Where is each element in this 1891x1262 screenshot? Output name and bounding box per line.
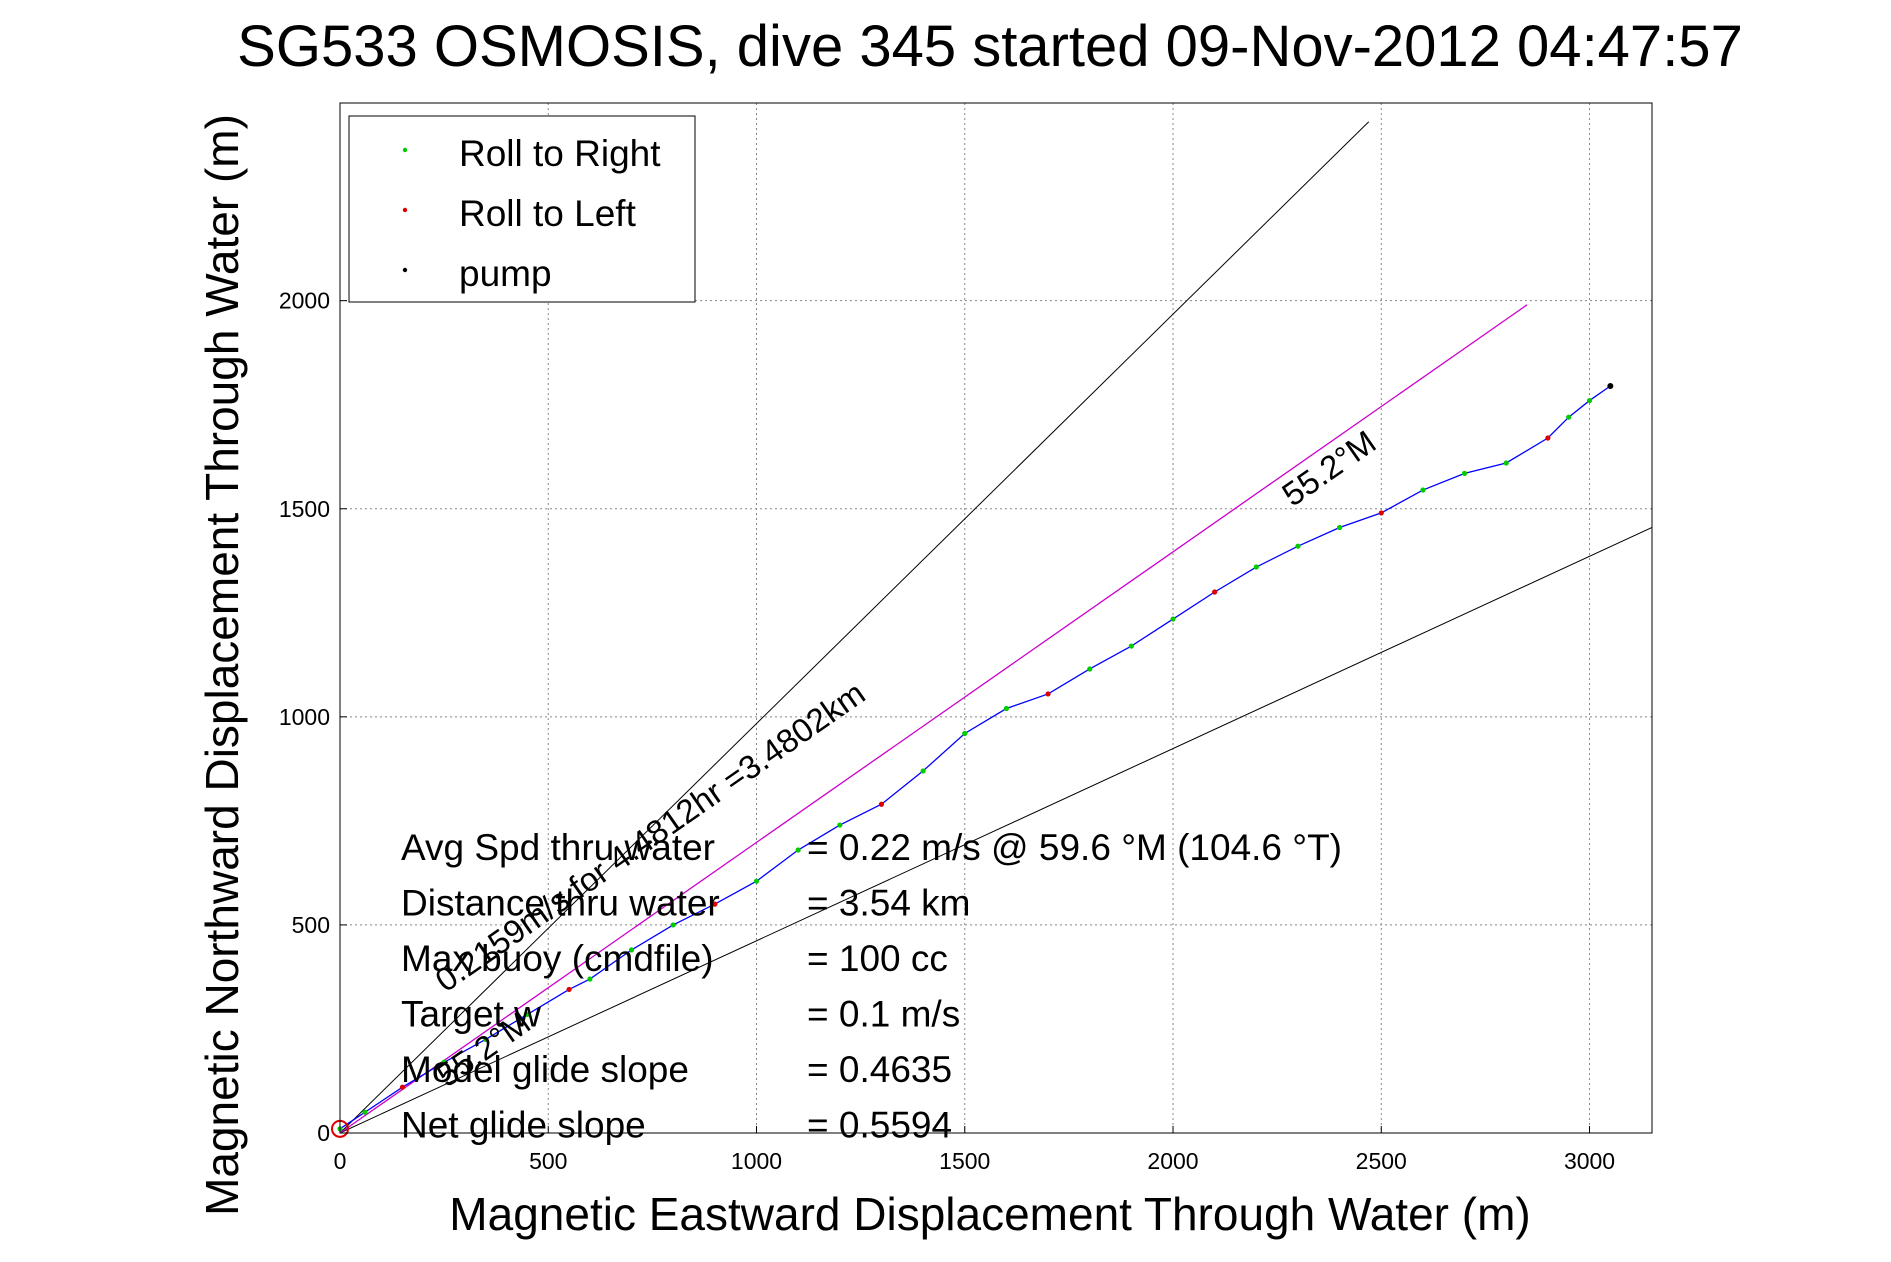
track-point xyxy=(628,947,635,953)
legend-marker xyxy=(402,207,408,213)
track-point xyxy=(524,1011,531,1017)
track-point xyxy=(1170,616,1176,622)
track-point xyxy=(566,986,572,993)
track-point xyxy=(753,878,760,884)
track-point xyxy=(1566,414,1572,420)
track-point xyxy=(1503,460,1509,466)
track-point xyxy=(670,922,676,928)
track-point xyxy=(483,1036,489,1042)
track-point xyxy=(362,1109,368,1115)
y-tick-label: 1000 xyxy=(279,704,330,730)
summary-label: Net glide slope xyxy=(401,1105,646,1146)
legend: Roll to Right Roll to Left pump xyxy=(348,115,696,303)
track-point xyxy=(1253,564,1259,570)
y-axis-label: Magnetic Northward Displacement Through … xyxy=(196,114,248,1216)
summary-label: Model glide slope xyxy=(401,1049,689,1090)
track-line xyxy=(339,385,1611,1130)
x-tick-label: 0 xyxy=(334,1148,347,1174)
track-point xyxy=(1295,543,1301,549)
y-tick-label: 0 xyxy=(317,1120,330,1146)
summary-label: Max buoy (cmdfile) xyxy=(401,938,714,979)
track-point xyxy=(1378,510,1384,516)
heading-line xyxy=(339,304,1528,1134)
track-point xyxy=(712,901,718,907)
legend-marker xyxy=(402,267,408,273)
x-tick-label: 2000 xyxy=(1147,1148,1198,1174)
y-tick-label: 2000 xyxy=(279,288,330,314)
track-point xyxy=(587,976,593,982)
summary-label: Avg Spd thru water xyxy=(401,827,715,868)
track-point xyxy=(399,1084,406,1090)
summary-value: = 0.4635 xyxy=(807,1049,952,1090)
legend-label: pump xyxy=(459,253,552,294)
summary-value: = 0.1 m/s xyxy=(807,994,960,1035)
heading-bracket-line xyxy=(339,527,1653,1134)
x-tick-label: 500 xyxy=(529,1148,567,1174)
summary-value: = 3.54 km xyxy=(807,883,971,924)
summary-value: = 0.22 m/s @ 59.6 °M (104.6 °T) xyxy=(807,827,1342,868)
track-point xyxy=(1337,524,1343,531)
legend-label: Roll to Right xyxy=(459,133,661,174)
summary-value: = 0.5594 xyxy=(807,1105,952,1146)
track-point xyxy=(837,822,843,828)
summary-label: Target w xyxy=(401,994,541,1035)
x-tick-label: 2500 xyxy=(1356,1148,1407,1174)
x-axis-label: Magnetic Eastward Displacement Through W… xyxy=(449,1188,1530,1240)
track-point xyxy=(1420,487,1426,493)
track-point xyxy=(878,801,885,807)
summary-table: Avg Spd thru water = 0.22 m/s @ 59.6 °M (… xyxy=(401,827,1342,1146)
heading-bracket-line xyxy=(339,121,1370,1134)
x-tick-label: 1000 xyxy=(731,1148,782,1174)
legend-marker xyxy=(402,147,408,153)
y-tick-label: 500 xyxy=(292,912,330,938)
legend-label: Roll to Left xyxy=(459,193,637,234)
track-point xyxy=(1586,397,1593,404)
x-tick-label: 3000 xyxy=(1564,1148,1615,1174)
plot-frame xyxy=(339,102,1653,1134)
track-point xyxy=(1128,643,1134,649)
y-tick-label: 1500 xyxy=(279,496,330,522)
bracket-lines xyxy=(339,121,1653,1134)
track-point xyxy=(1461,470,1468,476)
pump-point xyxy=(1607,382,1614,389)
summary-label: Distance thru water xyxy=(401,883,720,924)
track-point xyxy=(1087,666,1093,672)
ticks: 0 500 1000 1500 2000 2500 3000 0 500 1000 1500 2000 xyxy=(279,288,1615,1174)
summary-value: = 100 cc xyxy=(807,938,948,979)
track-point xyxy=(920,768,926,774)
track-point xyxy=(441,1059,447,1065)
track-point xyxy=(1545,435,1551,441)
track-point xyxy=(962,730,968,737)
track-point xyxy=(795,847,801,853)
track-point xyxy=(1212,589,1218,595)
track-point xyxy=(1003,705,1010,712)
x-tick-label: 1500 xyxy=(939,1148,990,1174)
chart-title: SG533 OSMOSIS, dive 345 started 09-Nov-2… xyxy=(237,14,1743,79)
track-point xyxy=(1045,691,1051,697)
